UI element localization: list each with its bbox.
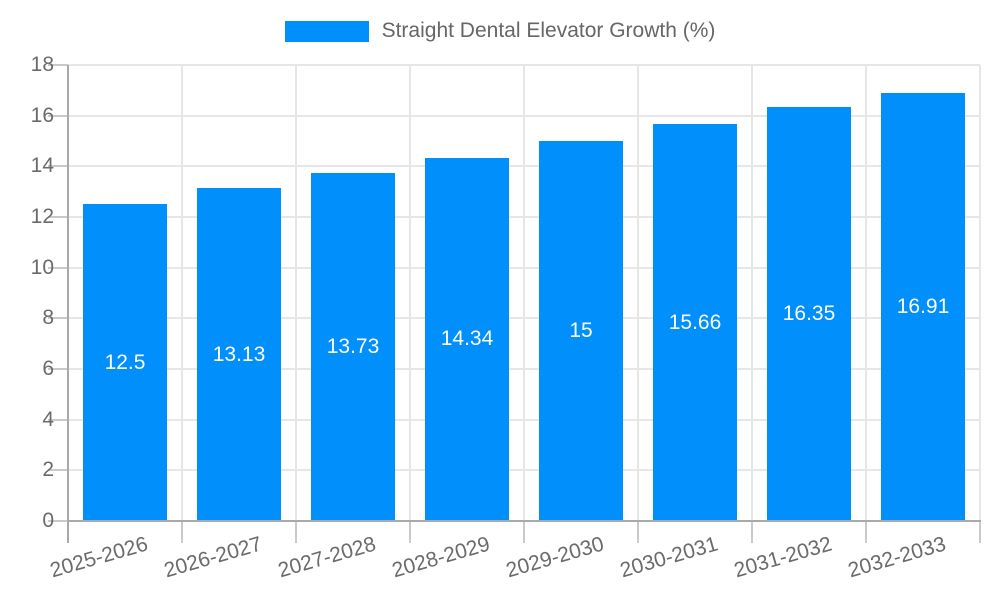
y-axis-tick-label: 4 [42,407,54,431]
y-tick-mark [48,114,68,117]
bar-2027-2028[interactable] [311,173,395,521]
x-axis-tick-label: 2025-2026 [47,532,151,583]
x-axis-tick-label: 2026-2027 [161,532,265,583]
y-tick-mark [48,266,68,269]
y-tick-mark [48,317,68,320]
v-gridline [637,65,639,521]
bar-value-label: 15 [569,319,593,342]
y-axis-tick-label: 10 [30,255,54,279]
x-axis-tick-label: 2031-2032 [731,532,835,583]
y-axis-tick-label: 18 [30,53,54,76]
v-gridline [409,65,411,521]
y-tick-mark [48,368,68,370]
x-tick-mark [523,521,525,543]
y-axis-tick-label: 0 [42,509,54,532]
bar-value-label: 14.34 [440,327,494,351]
x-axis-tick-label: 2027-2028 [275,532,379,583]
y-tick-mark [48,469,68,472]
x-axis-line [67,520,981,522]
v-gridline [523,65,525,521]
x-tick-mark [751,521,753,543]
x-tick-mark [295,521,297,543]
bar-value-label: 13.13 [212,342,266,366]
x-tick-mark [409,521,411,543]
v-gridline [979,65,981,521]
x-axis-tick-label: 2032-2033 [845,532,949,583]
x-tick-mark [865,521,867,543]
bar-value-label: 13.73 [326,335,380,359]
x-axis-tick-label: 2030-2031 [617,532,721,583]
y-axis-tick-label: 14 [30,154,54,178]
bar-value-label: 16.91 [896,294,950,318]
y-axis-tick-label: 12 [30,205,54,228]
y-axis-tick-label: 2 [42,458,54,482]
y-axis-tick-label: 8 [42,306,54,330]
y-axis-tick-label: 6 [42,357,54,380]
x-axis-tick-label: 2029-2030 [503,532,607,583]
legend-item[interactable]: Straight Dental Elevator Growth (%) [0,17,1000,45]
x-tick-mark [637,521,639,543]
bar-2031-2032[interactable] [767,106,851,521]
x-axis-tick-label: 2028-2029 [389,532,493,583]
bar-2025-2026[interactable] [83,204,167,521]
legend-label: Straight Dental Elevator Growth (%) [381,19,716,42]
bar-2029-2030[interactable] [539,141,623,521]
y-tick-mark [48,520,68,522]
y-axis-line [67,65,69,543]
bar-value-label: 16.35 [782,301,836,325]
v-gridline [181,65,183,521]
y-tick-mark [48,216,68,218]
x-tick-mark [181,521,183,543]
legend-swatch-icon [284,20,369,42]
y-tick-mark [48,418,68,421]
bar-2030-2031[interactable] [653,124,737,521]
bar-2032-2033[interactable] [881,92,965,521]
x-tick-mark [979,521,981,543]
v-gridline [295,65,297,521]
v-gridline [751,65,753,521]
v-gridline [865,65,867,521]
y-axis-tick-label: 16 [30,103,54,127]
y-tick-mark [48,64,68,66]
bar-2028-2029[interactable] [425,157,509,521]
bar-value-label: 15.66 [668,310,722,334]
bar-value-label: 12.5 [104,350,146,374]
y-tick-mark [48,165,68,168]
bar-2026-2027[interactable] [197,188,281,521]
